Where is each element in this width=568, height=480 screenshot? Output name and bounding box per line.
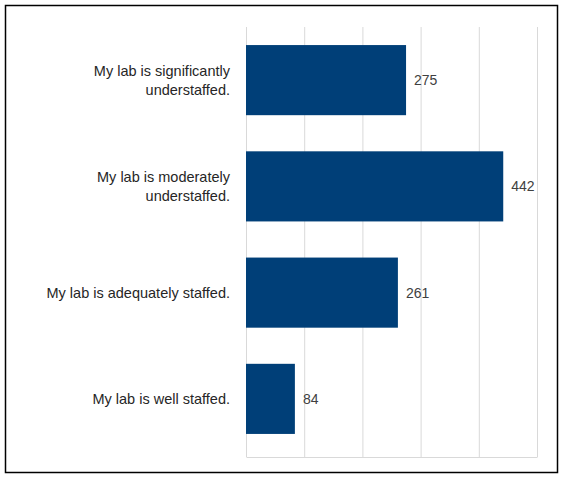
x-tick [537, 27, 538, 457]
bars [246, 45, 503, 434]
grid-line [421, 27, 422, 457]
frame [6, 6, 558, 473]
bar [246, 364, 295, 434]
category-label: My lab is significantlyunderstaffed. [94, 63, 231, 98]
bar [246, 45, 406, 115]
data-label: 261 [406, 285, 430, 301]
x-axis [247, 27, 538, 458]
data-label: 275 [414, 72, 438, 88]
category-label: My lab is moderatelyunderstaffed. [97, 169, 231, 204]
category-label: My lab is well staffed. [92, 391, 230, 407]
bar [246, 151, 503, 221]
data-labels: 275 442 261 84 [303, 72, 535, 407]
data-label: 442 [511, 178, 535, 194]
x-tick [479, 27, 480, 457]
x-axis-line [247, 457, 538, 458]
data-label: 84 [303, 391, 319, 407]
grid-line [537, 27, 538, 457]
bar [246, 258, 398, 328]
category-labels: My lab is significantlyunderstaffed. My l… [46, 63, 230, 407]
x-tick [421, 27, 422, 457]
chart: 275 442 261 84 My lab is significantlyunders… [0, 0, 568, 480]
grid-line [479, 27, 480, 457]
category-label: My lab is adequately staffed. [46, 285, 230, 301]
